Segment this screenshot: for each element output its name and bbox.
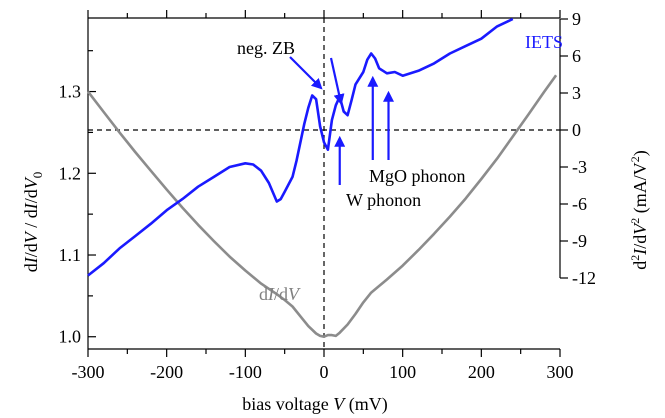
y-right-tick-label: -6 <box>572 194 587 214</box>
x-tick-label: 200 <box>468 362 495 382</box>
x-tick-label: -200 <box>150 362 183 382</box>
y-right-tick-label: 0 <box>572 120 581 140</box>
y-right-tick-label: 3 <box>572 83 581 103</box>
y-left-tick-label: 1.3 <box>59 82 82 102</box>
y-right-tick-label: -3 <box>572 157 587 177</box>
mgo-phonon-annotation: MgO phonon <box>369 166 466 186</box>
iets-series-label: IETS <box>525 32 563 52</box>
y-right-axis-label: d2I/dV2 (mA/V2) <box>628 150 651 270</box>
y-left-tick-label: 1.0 <box>59 327 82 347</box>
x-axis-label: bias voltage V (mV) <box>242 394 387 415</box>
iets-series-line <box>87 17 514 277</box>
x-tick-label: 100 <box>389 362 416 382</box>
axes: -300 -200 -100 0 100 200 300 1.0 1.1 1.2 1.3 -12 -9 -… <box>59 9 597 382</box>
reference-lines <box>88 18 560 349</box>
neg-zb-arrow-1 <box>289 56 323 90</box>
w-phonon-annotation: W phonon <box>346 190 421 210</box>
y-right-tick-label: -9 <box>572 231 587 251</box>
neg-zb-annotation: neg. ZB <box>237 38 295 58</box>
y-left-tick-label: 1.1 <box>59 245 82 265</box>
y-right-tick-label: 9 <box>572 9 581 29</box>
x-tick-label: 300 <box>547 362 574 382</box>
x-tick-label: -300 <box>72 362 105 382</box>
y-right-tick-label: -12 <box>572 268 596 288</box>
neg-zb-arrow-2 <box>329 57 345 106</box>
didv-series-label: dI/dV <box>259 284 301 304</box>
series-layer <box>86 17 558 339</box>
annotations-layer <box>289 56 395 185</box>
x-tick-label: -100 <box>229 362 262 382</box>
x-tick-label: 0 <box>320 362 329 382</box>
didv-series-line <box>86 74 558 339</box>
y-left-tick-label: 1.2 <box>59 163 82 183</box>
y-right-tick-label: 6 <box>572 46 581 66</box>
